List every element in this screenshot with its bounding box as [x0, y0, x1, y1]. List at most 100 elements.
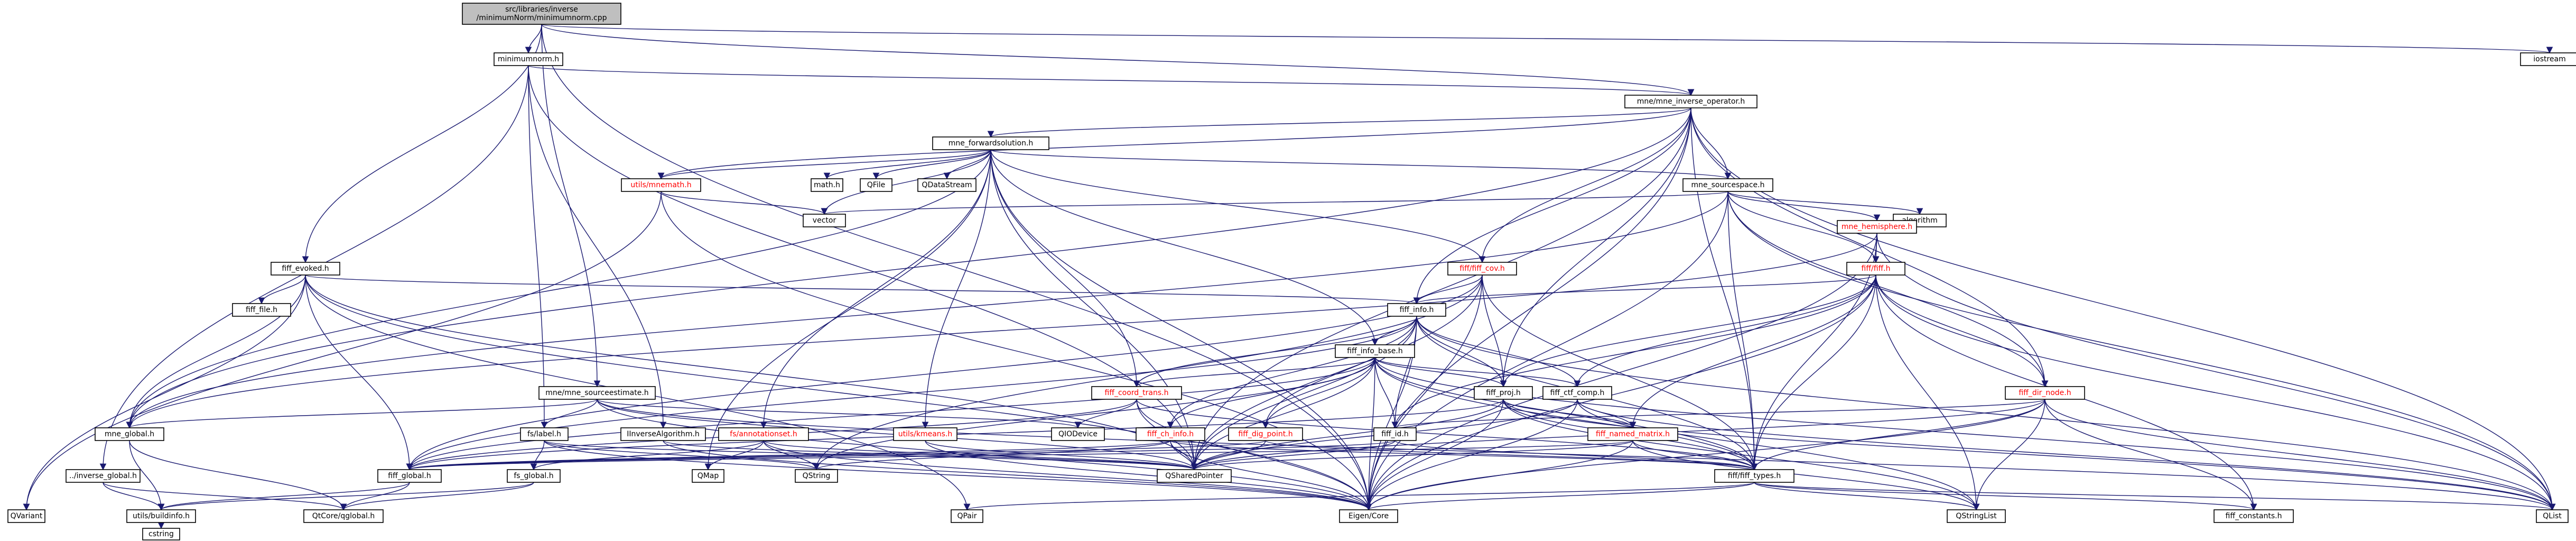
node-qstringlist[interactable]: QStringList — [1947, 509, 2006, 523]
node-dirnode[interactable]: fiff_dir_node.h — [2005, 386, 2085, 400]
node-proj[interactable]: fiff_proj.h — [1474, 386, 1533, 400]
node-iostream[interactable]: iostream — [2520, 52, 2576, 66]
node-label: fiff/fiff_types.h — [1728, 472, 1781, 480]
node-srcspace[interactable]: mne_sourcespace.h — [1682, 178, 1773, 192]
edge-mn-to-invop — [528, 65, 1694, 96]
node-label: fs/annotationset.h — [730, 430, 797, 438]
edge-srcspace-to-hemi — [1727, 191, 1881, 222]
node-mnemath[interactable]: utils/mnemath.h — [621, 178, 701, 192]
node-qlist[interactable]: QList — [2536, 509, 2569, 523]
edge-fiffh-to-proj — [1500, 274, 1876, 388]
node-fiffcov[interactable]: fiff/fiff_cov.h — [1447, 262, 1517, 276]
node-fiffid[interactable]: fiff_id.h — [1373, 427, 1417, 441]
node-math[interactable]: math.h — [811, 178, 843, 192]
edge-fwd-to-qds — [943, 149, 991, 180]
node-chinfo[interactable]: fiff_ch_info.h — [1136, 427, 1205, 441]
node-named[interactable]: fiff_named_matrix.h — [1587, 427, 1678, 441]
node-qcoreglobal[interactable]: QtCore/qglobal.h — [303, 509, 384, 523]
edge-infobase-to-eigen — [1365, 357, 1375, 511]
node-srcest[interactable]: mne/mne_sourceestimate.h — [538, 386, 656, 400]
node-label: utils/mnemath.h — [630, 181, 691, 189]
node-label: Eigen/Core — [1349, 512, 1389, 520]
node-label: fiff_ctf_comp.h — [1550, 389, 1605, 397]
node-label: fs_global.h — [514, 472, 553, 480]
edge-info-to-ctfcomp — [1416, 316, 1581, 388]
node-box — [1387, 303, 1446, 317]
node-label: mne_forwardsolution.h — [948, 139, 1034, 148]
node-mn[interactable]: minimumnorm.h — [494, 52, 563, 66]
node-box — [538, 386, 656, 400]
node-label: fiff_file.h — [246, 306, 277, 314]
node-qpair[interactable]: QPair — [951, 509, 983, 523]
edge-srcspace-to-dirnode — [1727, 191, 2049, 388]
node-fsglobal[interactable]: fs_global.h — [507, 469, 561, 483]
node-label: QStringList — [1956, 512, 1997, 520]
edge-fiffh-to-types — [1751, 274, 1876, 471]
node-box — [1587, 427, 1678, 441]
node-qvariant[interactable]: QVariant — [7, 509, 45, 523]
node-infobase[interactable]: fiff_info_base.h — [1335, 344, 1415, 358]
node-mneglobal[interactable]: mne_global.h — [95, 427, 164, 441]
node-label: iostream — [2533, 55, 2566, 63]
node-annot[interactable]: fs/annotationset.h — [718, 427, 809, 441]
node-info[interactable]: fiff_info.h — [1387, 303, 1446, 317]
node-box — [917, 178, 977, 192]
node-buildinfo[interactable]: utils/buildinfo.h — [126, 509, 196, 523]
edge-root-to-invop — [541, 24, 1694, 96]
node-fslabel[interactable]: fs/label.h — [520, 427, 569, 441]
edge-fiffevoked-to-info — [305, 274, 1420, 305]
edge-fwd-to-infobase — [990, 149, 1379, 346]
node-label: QList — [2543, 512, 2562, 520]
node-label: ../inverse_global.h — [69, 472, 137, 480]
node-box — [507, 469, 561, 483]
node-ialg[interactable]: IInverseAlgorithm.h — [620, 427, 706, 441]
node-box — [803, 214, 846, 227]
node-fiff-file[interactable]: fiff_file.h — [232, 303, 291, 317]
node-box — [1091, 386, 1182, 400]
node-fiffglobal[interactable]: fiff_global.h — [377, 469, 442, 483]
edge-fwd-to-vector — [821, 149, 991, 215]
edge-srcspace-to-vector — [821, 191, 1728, 215]
edge-coord-to-qiodevice — [1074, 399, 1137, 429]
node-qds[interactable]: QDataStream — [917, 178, 977, 192]
node-hemi[interactable]: mne_hemisphere.h — [1837, 220, 1917, 234]
node-qiodevice[interactable]: QIODevice — [1051, 427, 1105, 441]
node-fiffevoked[interactable]: fiff_evoked.h — [271, 262, 340, 276]
node-kmeans[interactable]: utils/kmeans.h — [893, 427, 957, 441]
node-qshared[interactable]: QSharedPointer — [1157, 469, 1232, 483]
node-vector[interactable]: vector — [803, 214, 846, 227]
node-invop[interactable]: mne/mne_inverse_operator.h — [1624, 95, 1757, 108]
edge-root-to-mn — [525, 24, 542, 54]
edge-fwd-to-coord — [990, 149, 1140, 388]
node-box — [2005, 386, 2085, 400]
node-qstring[interactable]: QString — [795, 469, 838, 483]
edge-invop-to-proj — [1500, 107, 1691, 388]
edge-proj-to-qshared — [1191, 399, 1504, 471]
node-qmap[interactable]: QMap — [692, 469, 724, 483]
node-fiffh[interactable]: fiff/fiff.h — [1846, 262, 1905, 276]
node-qfile[interactable]: QFile — [860, 178, 892, 192]
node-box — [1947, 509, 2006, 523]
edge-invop-to-mneglobal — [126, 107, 1691, 429]
edge-invop-to-qlist — [1690, 107, 2556, 511]
edge-invop-to-types — [1690, 107, 1758, 471]
edge-annot-to-qmap — [704, 440, 764, 471]
node-invglobal[interactable]: ../inverse_global.h — [66, 469, 141, 483]
node-label: fiff/fiff_cov.h — [1459, 264, 1504, 273]
edge-types-to-qstringlist — [1754, 482, 1980, 511]
node-cstring[interactable]: cstring — [142, 528, 180, 540]
edge-chinfo-to-types — [1170, 440, 1757, 471]
edge-fiffevoked-to-mneglobal — [126, 274, 306, 429]
node-ctfcomp[interactable]: fiff_ctf_comp.h — [1542, 386, 1612, 400]
node-box — [932, 136, 1049, 150]
node-digpoint[interactable]: fiff_dig_point.h — [1228, 427, 1303, 441]
node-constants[interactable]: fiff_constants.h — [2214, 509, 2294, 523]
edge-named-to-fiffglobal — [406, 440, 1633, 471]
edge-fwd-to-mnemath — [657, 149, 991, 180]
node-fwd[interactable]: mne_forwardsolution.h — [932, 136, 1049, 150]
node-box — [462, 3, 621, 25]
node-eigen[interactable]: Eigen/Core — [1339, 509, 1398, 523]
node-label: QSharedPointer — [1165, 472, 1223, 480]
node-coord[interactable]: fiff_coord_trans.h — [1091, 386, 1182, 400]
node-types[interactable]: fiff/fiff_types.h — [1714, 469, 1794, 483]
